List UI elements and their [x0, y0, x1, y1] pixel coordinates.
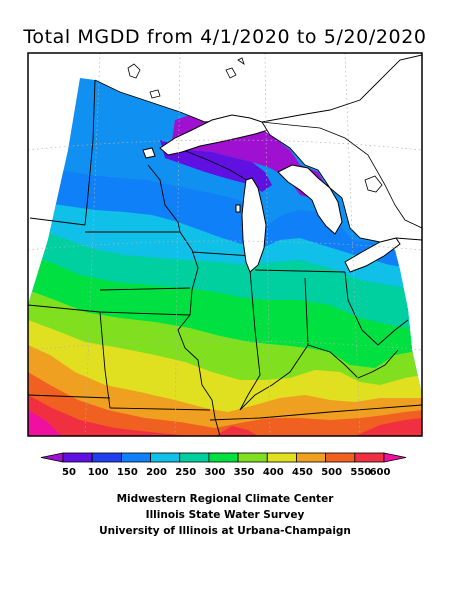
border-mn-nd [84, 79, 96, 226]
legend-label-450: 450 [292, 467, 313, 478]
legend-swatch-6 [208, 452, 239, 463]
lake-winnebago [235, 204, 241, 213]
legend-swatch-1 [62, 452, 93, 463]
canada-us-border-east [261, 121, 422, 229]
legend-swatch-3 [120, 452, 151, 463]
border-iowa-mo [99, 287, 191, 291]
credit-mrcc: Midwestern Regional Climate Center [116, 493, 334, 505]
border-mo-ks [99, 311, 111, 409]
mississippi-river [177, 231, 221, 436]
legend-label-100: 100 [88, 467, 109, 478]
border-ky-tn [209, 404, 422, 421]
legend-label-550: 550 [350, 467, 371, 478]
legend-arrow-high [383, 452, 407, 463]
legend-label-50: 50 [62, 467, 76, 478]
legend-swatch-4 [150, 452, 181, 463]
grid-lon-4 [344, 53, 361, 436]
border-mn-wi [147, 164, 181, 233]
legend-label-600: 600 [370, 467, 391, 478]
border-sd-ne [29, 217, 86, 226]
mgdd-band-9 [28, 372, 422, 436]
border-wi-il [191, 251, 253, 257]
border-il-in [239, 269, 261, 411]
mgdd-band-11 [28, 410, 62, 436]
lake-erie [344, 237, 401, 273]
legend-label-500: 500 [321, 467, 342, 478]
mgdd-band-10 [28, 395, 422, 436]
legend-label-300: 300 [204, 467, 225, 478]
legend-label-200: 200 [146, 467, 167, 478]
legend-swatch-7 [237, 452, 268, 463]
legend-label-400: 400 [263, 467, 284, 478]
canadian-islands [127, 57, 383, 193]
legend-label-150: 150 [117, 467, 138, 478]
border-wv-va [361, 319, 409, 346]
grid-lon-3 [264, 53, 271, 436]
border-mi-in-oh [254, 269, 346, 273]
mgdd-band-1 [160, 140, 272, 192]
legend-arrow-low [40, 452, 64, 463]
legend-swatch-9 [296, 452, 327, 463]
border-mo-ar [109, 407, 211, 411]
legend-label-350: 350 [234, 467, 255, 478]
credit-isws: Illinois State Water Survey [145, 509, 305, 521]
credit-uiuc: University of Illinois at Urbana-Champai… [99, 525, 351, 537]
legend-swatch-8 [266, 452, 297, 463]
legend-swatch-2 [91, 452, 122, 463]
mgdd-band-8 [28, 345, 422, 436]
legend-swatch-10 [325, 452, 356, 463]
canada-lake [142, 147, 156, 159]
ontario-land [261, 54, 422, 243]
border-in-oh [304, 277, 309, 346]
legend-swatch-11 [354, 452, 385, 463]
lake-huron [277, 164, 343, 235]
border-ks-ok [28, 394, 111, 399]
legend-swatch-5 [179, 452, 210, 463]
lake-michigan [241, 177, 267, 273]
ohio-river [239, 344, 399, 411]
grid-lon-1 [84, 53, 101, 436]
grid-lon-2 [174, 53, 181, 436]
border-oh-pa [344, 271, 363, 331]
map-frame [27, 52, 423, 437]
legend-label-250: 250 [175, 467, 196, 478]
map-title: Total MGDD from 4/1/2020 to 5/20/2020 [23, 26, 427, 48]
